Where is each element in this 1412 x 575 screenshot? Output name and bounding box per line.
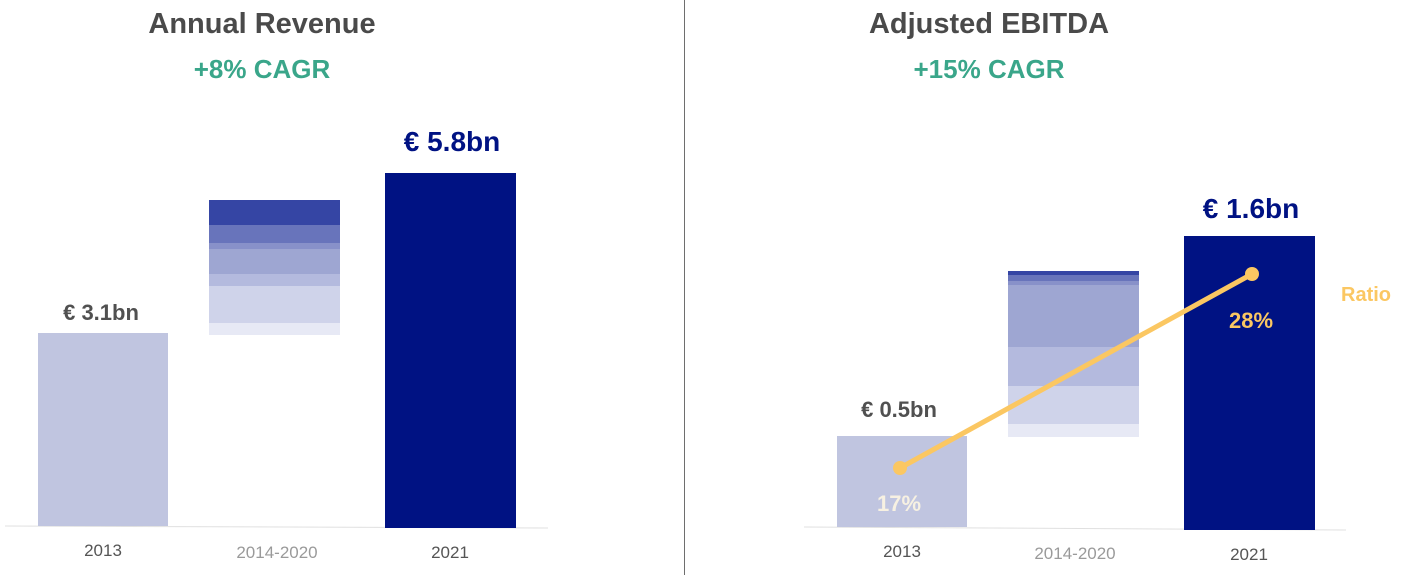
ebitda-bridge-segment-4: [1008, 285, 1139, 347]
ebitda-bar-2021: [1184, 236, 1315, 530]
revenue-value-label-2013: € 3.1bn: [63, 300, 139, 325]
ratio-legend-label: Ratio: [1341, 284, 1391, 306]
revenue-cagr: +8% CAGR: [193, 54, 331, 84]
panel-divider: [684, 0, 685, 575]
revenue-bar-2021: [385, 173, 516, 528]
ebitda-bar-2013: [837, 436, 967, 527]
ratio-label-2021: 28%: [1229, 308, 1273, 333]
ebitda-chart: € 0.5bn € 1.6bn 17% 28% Ratio 2013 2014-…: [803, 193, 1391, 564]
revenue-bridge-segment-3: [209, 243, 340, 249]
ratio-point-2013: [893, 461, 907, 475]
revenue-category-2014-2020: 2014-2020: [236, 543, 317, 562]
revenue-bridge-segment-4: [209, 249, 340, 274]
ebitda-category-2013: 2013: [883, 542, 921, 561]
ebitda-category-2014-2020: 2014-2020: [1034, 544, 1115, 563]
ebitda-bridge-segment-3: [1008, 281, 1139, 285]
ratio-label-2013: 17%: [877, 491, 921, 516]
revenue-bridge-segment-5: [209, 274, 340, 286]
revenue-category-2021: 2021: [431, 543, 469, 562]
revenue-panel: Annual Revenue +8% CAGR € 3.1bn € 5.8bn …: [0, 0, 684, 575]
ebitda-cagr: +15% CAGR: [913, 54, 1065, 84]
revenue-bridge-2014-2020: [209, 200, 340, 335]
revenue-title: Annual Revenue: [148, 8, 376, 40]
ratio-point-2021: [1245, 267, 1259, 281]
revenue-bridge-segment-6: [209, 286, 340, 323]
revenue-bridge-segment-1: [209, 200, 340, 225]
ebitda-panel: Adjusted EBITDA +15% CAGR € 0.5bn € 1.6b…: [686, 0, 1412, 575]
ebitda-bridge-segment-2: [1008, 275, 1139, 281]
revenue-bridge-segment-7: [209, 323, 340, 335]
revenue-chart: € 3.1bn € 5.8bn 2013 2014-2020 2021: [4, 126, 549, 562]
revenue-bridge-segment-2: [209, 225, 340, 243]
ebitda-bridge-segment-1: [1008, 271, 1139, 275]
ebitda-bridge-segment-5: [1008, 347, 1139, 386]
revenue-category-2013: 2013: [84, 541, 122, 560]
ebitda-title: Adjusted EBITDA: [868, 8, 1110, 40]
ebitda-category-2021: 2021: [1230, 545, 1268, 564]
ratio-line: [897, 271, 1255, 471]
ebitda-bridge-2014-2020: [1008, 271, 1139, 437]
ebitda-value-label-2013: € 0.5bn: [861, 397, 937, 422]
revenue-value-label-2021: € 5.8bn: [404, 126, 500, 157]
ebitda-bridge-segment-7: [1008, 424, 1139, 437]
ebitda-bridge-segment-6: [1008, 386, 1139, 424]
ebitda-value-label-2021: € 1.6bn: [1203, 193, 1299, 224]
revenue-bar-2013: [38, 333, 168, 526]
